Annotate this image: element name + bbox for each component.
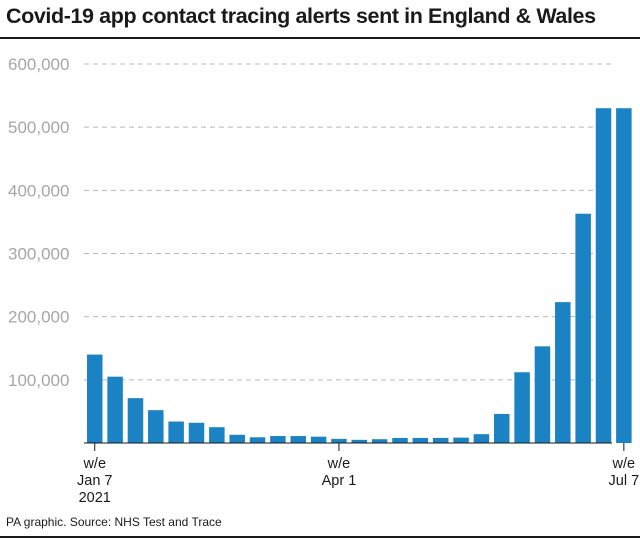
x-tick-label: w/e bbox=[327, 456, 351, 472]
x-tick-label: Jan 7 bbox=[77, 473, 112, 489]
x-tick-label: w/e bbox=[82, 456, 106, 472]
x-tick-label: Jul 7 bbox=[609, 473, 640, 489]
bar bbox=[432, 437, 449, 443]
bar bbox=[555, 302, 571, 443]
bar bbox=[168, 421, 184, 443]
x-tick-label: 2021 bbox=[79, 490, 111, 506]
bar bbox=[392, 437, 408, 443]
bar bbox=[188, 422, 205, 443]
chart-title: Covid-19 app contact tracing alerts sent… bbox=[6, 4, 596, 28]
y-tick-label: 200,000 bbox=[8, 308, 69, 327]
bar bbox=[209, 427, 225, 443]
x-tick-label: w/e bbox=[612, 456, 636, 472]
x-tick-label: Apr 1 bbox=[322, 473, 357, 489]
y-tick-label: 100,000 bbox=[8, 371, 69, 390]
source-note: PA graphic. Source: NHS Test and Trace bbox=[6, 515, 222, 529]
y-tick-label: 600,000 bbox=[8, 55, 69, 74]
bar bbox=[453, 437, 469, 443]
y-tick-label: 500,000 bbox=[8, 118, 69, 137]
bar bbox=[371, 439, 388, 443]
bars bbox=[87, 108, 632, 443]
bar bbox=[616, 108, 632, 443]
y-tick-label: 400,000 bbox=[8, 181, 69, 200]
bar bbox=[595, 108, 612, 443]
gridlines bbox=[84, 63, 612, 381]
bar bbox=[412, 437, 429, 443]
bar bbox=[575, 213, 591, 443]
bar bbox=[331, 438, 347, 443]
bar bbox=[534, 346, 551, 443]
bar bbox=[494, 413, 510, 443]
bar bbox=[148, 410, 164, 443]
bar bbox=[249, 437, 266, 443]
footer-rule bbox=[0, 536, 640, 538]
y-axis-ticks: 100,000 200,000 300,000 400,000 500,000 600,0… bbox=[8, 55, 69, 390]
bar bbox=[290, 436, 306, 443]
bar bbox=[473, 434, 490, 443]
bar bbox=[107, 376, 123, 443]
bar bbox=[310, 436, 327, 443]
bar bbox=[270, 436, 286, 443]
bar bbox=[514, 372, 530, 443]
bar bbox=[127, 398, 144, 443]
bar bbox=[229, 434, 245, 443]
y-tick-label: 300,000 bbox=[8, 245, 69, 264]
bar bbox=[87, 354, 103, 443]
bar bbox=[351, 439, 368, 443]
title-rule bbox=[0, 37, 640, 39]
